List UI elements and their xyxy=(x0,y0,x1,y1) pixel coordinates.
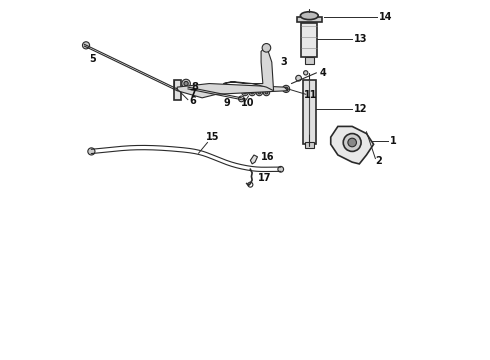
Circle shape xyxy=(296,75,301,81)
Circle shape xyxy=(278,166,284,172)
Bar xyxy=(301,23,317,57)
Bar xyxy=(305,58,314,64)
Text: 12: 12 xyxy=(354,104,368,113)
Text: 11: 11 xyxy=(304,90,318,100)
Circle shape xyxy=(174,87,180,93)
Circle shape xyxy=(249,89,255,96)
Circle shape xyxy=(88,148,95,155)
Circle shape xyxy=(251,91,253,94)
Text: 5: 5 xyxy=(90,54,97,64)
Circle shape xyxy=(258,91,261,94)
Bar xyxy=(297,18,322,22)
Circle shape xyxy=(265,91,268,94)
Text: 17: 17 xyxy=(258,173,271,183)
Circle shape xyxy=(239,96,245,102)
Polygon shape xyxy=(223,48,273,91)
Circle shape xyxy=(182,79,190,88)
Text: 1: 1 xyxy=(390,136,396,146)
Circle shape xyxy=(242,89,248,96)
Circle shape xyxy=(284,87,288,91)
Text: 4: 4 xyxy=(320,68,327,78)
Circle shape xyxy=(304,71,308,75)
Bar xyxy=(173,80,181,100)
Text: 14: 14 xyxy=(379,13,392,22)
Circle shape xyxy=(283,85,290,93)
Circle shape xyxy=(262,44,270,52)
Circle shape xyxy=(244,91,246,94)
Text: 6: 6 xyxy=(190,96,196,107)
Polygon shape xyxy=(250,155,258,164)
Ellipse shape xyxy=(300,12,318,19)
Bar xyxy=(305,143,314,148)
Text: 13: 13 xyxy=(354,34,368,44)
Circle shape xyxy=(263,89,270,96)
Circle shape xyxy=(248,182,253,187)
Circle shape xyxy=(348,138,356,147)
Circle shape xyxy=(82,42,90,49)
Bar xyxy=(303,80,316,144)
Text: 8: 8 xyxy=(192,82,198,92)
Polygon shape xyxy=(177,84,288,98)
Text: 9: 9 xyxy=(223,98,230,108)
Text: 2: 2 xyxy=(375,156,382,166)
Circle shape xyxy=(343,134,361,152)
Text: 16: 16 xyxy=(261,152,274,162)
Circle shape xyxy=(184,81,188,86)
Text: 15: 15 xyxy=(206,132,219,142)
Polygon shape xyxy=(331,126,373,164)
Text: 10: 10 xyxy=(242,98,255,108)
Circle shape xyxy=(256,89,263,96)
Text: 3: 3 xyxy=(281,57,288,67)
Text: 7: 7 xyxy=(190,89,196,99)
